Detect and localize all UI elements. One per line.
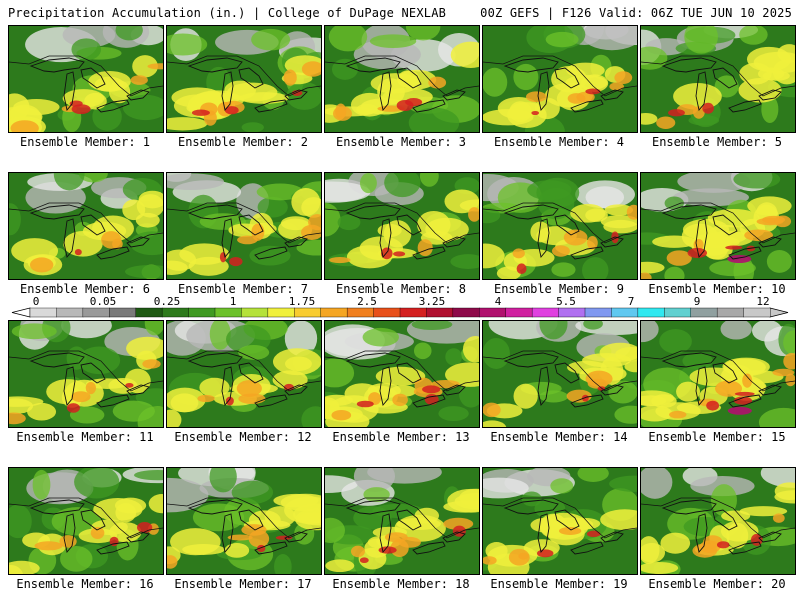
ensemble-member-label: Ensemble Member: 9	[493, 282, 625, 296]
ensemble-member-label: Ensemble Member: 6	[19, 282, 151, 296]
ensemble-member-map-19	[482, 467, 638, 575]
colorbar-tick-label: 12	[756, 295, 769, 308]
colorbar-swatch	[294, 307, 322, 318]
ensemble-member-map-15	[640, 320, 796, 428]
ensemble-member-map-10	[640, 172, 796, 280]
ensemble-member-label: Ensemble Member: 4	[493, 135, 625, 149]
ensemble-member-label: Ensemble Member: 8	[335, 282, 467, 296]
ensemble-member-label: Ensemble Member: 20	[648, 577, 786, 591]
ensemble-member-map-9	[482, 172, 638, 280]
colorbar-swatch	[82, 307, 110, 318]
colorbar-swatch	[29, 307, 57, 318]
chart-title: Precipitation Accumulation (in.) | Colle…	[8, 6, 447, 20]
ensemble-member-map-4	[482, 25, 638, 133]
ensemble-member-map-13	[324, 320, 480, 428]
ensemble-member-label: Ensemble Member: 15	[648, 430, 786, 444]
ensemble-member-label: Ensemble Member: 2	[177, 135, 309, 149]
ensemble-member-map-3	[324, 25, 480, 133]
colorbar-tick-label: 2.5	[357, 295, 377, 308]
colorbar-swatch	[637, 307, 665, 318]
colorbar-max-arrow	[769, 307, 789, 318]
ensemble-member-label: Ensemble Member: 19	[490, 577, 628, 591]
ensemble-member-map-16	[8, 467, 164, 575]
ensemble-member-label: Ensemble Member: 18	[332, 577, 470, 591]
ensemble-member-label: Ensemble Member: 10	[648, 282, 786, 296]
model-run-info: 00Z GEFS | F126 Valid: 06Z TUE JUN 10 20…	[480, 6, 792, 20]
ensemble-member-map-14	[482, 320, 638, 428]
colorbar-swatch	[452, 307, 480, 318]
colorbar-swatch	[135, 307, 163, 318]
ensemble-member-map-6	[8, 172, 164, 280]
colorbar-swatch	[664, 307, 692, 318]
colorbar-tick-label: 7	[628, 295, 635, 308]
colorbar-tick-label: 1	[230, 295, 237, 308]
colorbar-swatch	[531, 307, 560, 318]
colorbar-swatch	[479, 307, 507, 318]
colorbar-tick-label: 5.5	[556, 295, 576, 308]
colorbar-swatch	[399, 307, 427, 318]
colorbar-tick-label: 9	[694, 295, 701, 308]
ensemble-member-label: Ensemble Member: 1	[19, 135, 151, 149]
ensemble-member-label: Ensemble Member: 14	[490, 430, 628, 444]
ensemble-member-map-12	[166, 320, 322, 428]
colorbar-swatch	[161, 307, 190, 318]
colorbar-swatch	[426, 307, 454, 318]
ensemble-member-label: Ensemble Member: 3	[335, 135, 467, 149]
ensemble-member-map-2	[166, 25, 322, 133]
ensemble-member-map-8	[324, 172, 480, 280]
colorbar-swatch	[109, 307, 137, 318]
colorbar-swatch	[558, 307, 586, 318]
ensemble-member-label: Ensemble Member: 7	[177, 282, 309, 296]
colorbar-swatch	[716, 307, 745, 318]
colorbar-swatch	[241, 307, 269, 318]
ensemble-member-map-11	[8, 320, 164, 428]
ensemble-member-label: Ensemble Member: 16	[16, 577, 154, 591]
ensemble-member-label: Ensemble Member: 12	[174, 430, 312, 444]
colorbar-tick-label: 0.25	[154, 295, 181, 308]
ensemble-member-map-17	[166, 467, 322, 575]
colorbar-tick-label: 0	[33, 295, 40, 308]
ensemble-member-map-18	[324, 467, 480, 575]
colorbar-swatch	[743, 307, 771, 318]
ensemble-member-label: Ensemble Member: 13	[332, 430, 470, 444]
colorbar-swatch	[373, 307, 401, 318]
colorbar-swatch	[320, 307, 348, 318]
colorbar-tick-label: 4	[495, 295, 502, 308]
colorbar-swatch	[267, 307, 295, 318]
ensemble-member-label: Ensemble Member: 17	[174, 577, 312, 591]
ensemble-member-label: Ensemble Member: 11	[16, 430, 154, 444]
ensemble-member-map-20	[640, 467, 796, 575]
colorbar-swatch	[690, 307, 718, 318]
ensemble-member-map-1	[8, 25, 164, 133]
ensemble-member-map-7	[166, 172, 322, 280]
colorbar-swatch	[611, 307, 639, 318]
colorbar-swatch	[584, 307, 612, 318]
colorbar-swatch	[188, 307, 216, 318]
ensemble-member-label: Ensemble Member: 5	[651, 135, 783, 149]
colorbar-swatch	[505, 307, 533, 318]
ensemble-member-map-5	[640, 25, 796, 133]
colorbar-tick-label: 3.25	[419, 295, 446, 308]
colorbar-swatch	[346, 307, 375, 318]
colorbar-swatch	[214, 307, 242, 318]
colorbar-tick-label: 0.05	[90, 295, 117, 308]
colorbar-min-arrow	[11, 307, 31, 318]
colorbar-tick-label: 1.75	[289, 295, 316, 308]
colorbar-swatch	[56, 307, 84, 318]
